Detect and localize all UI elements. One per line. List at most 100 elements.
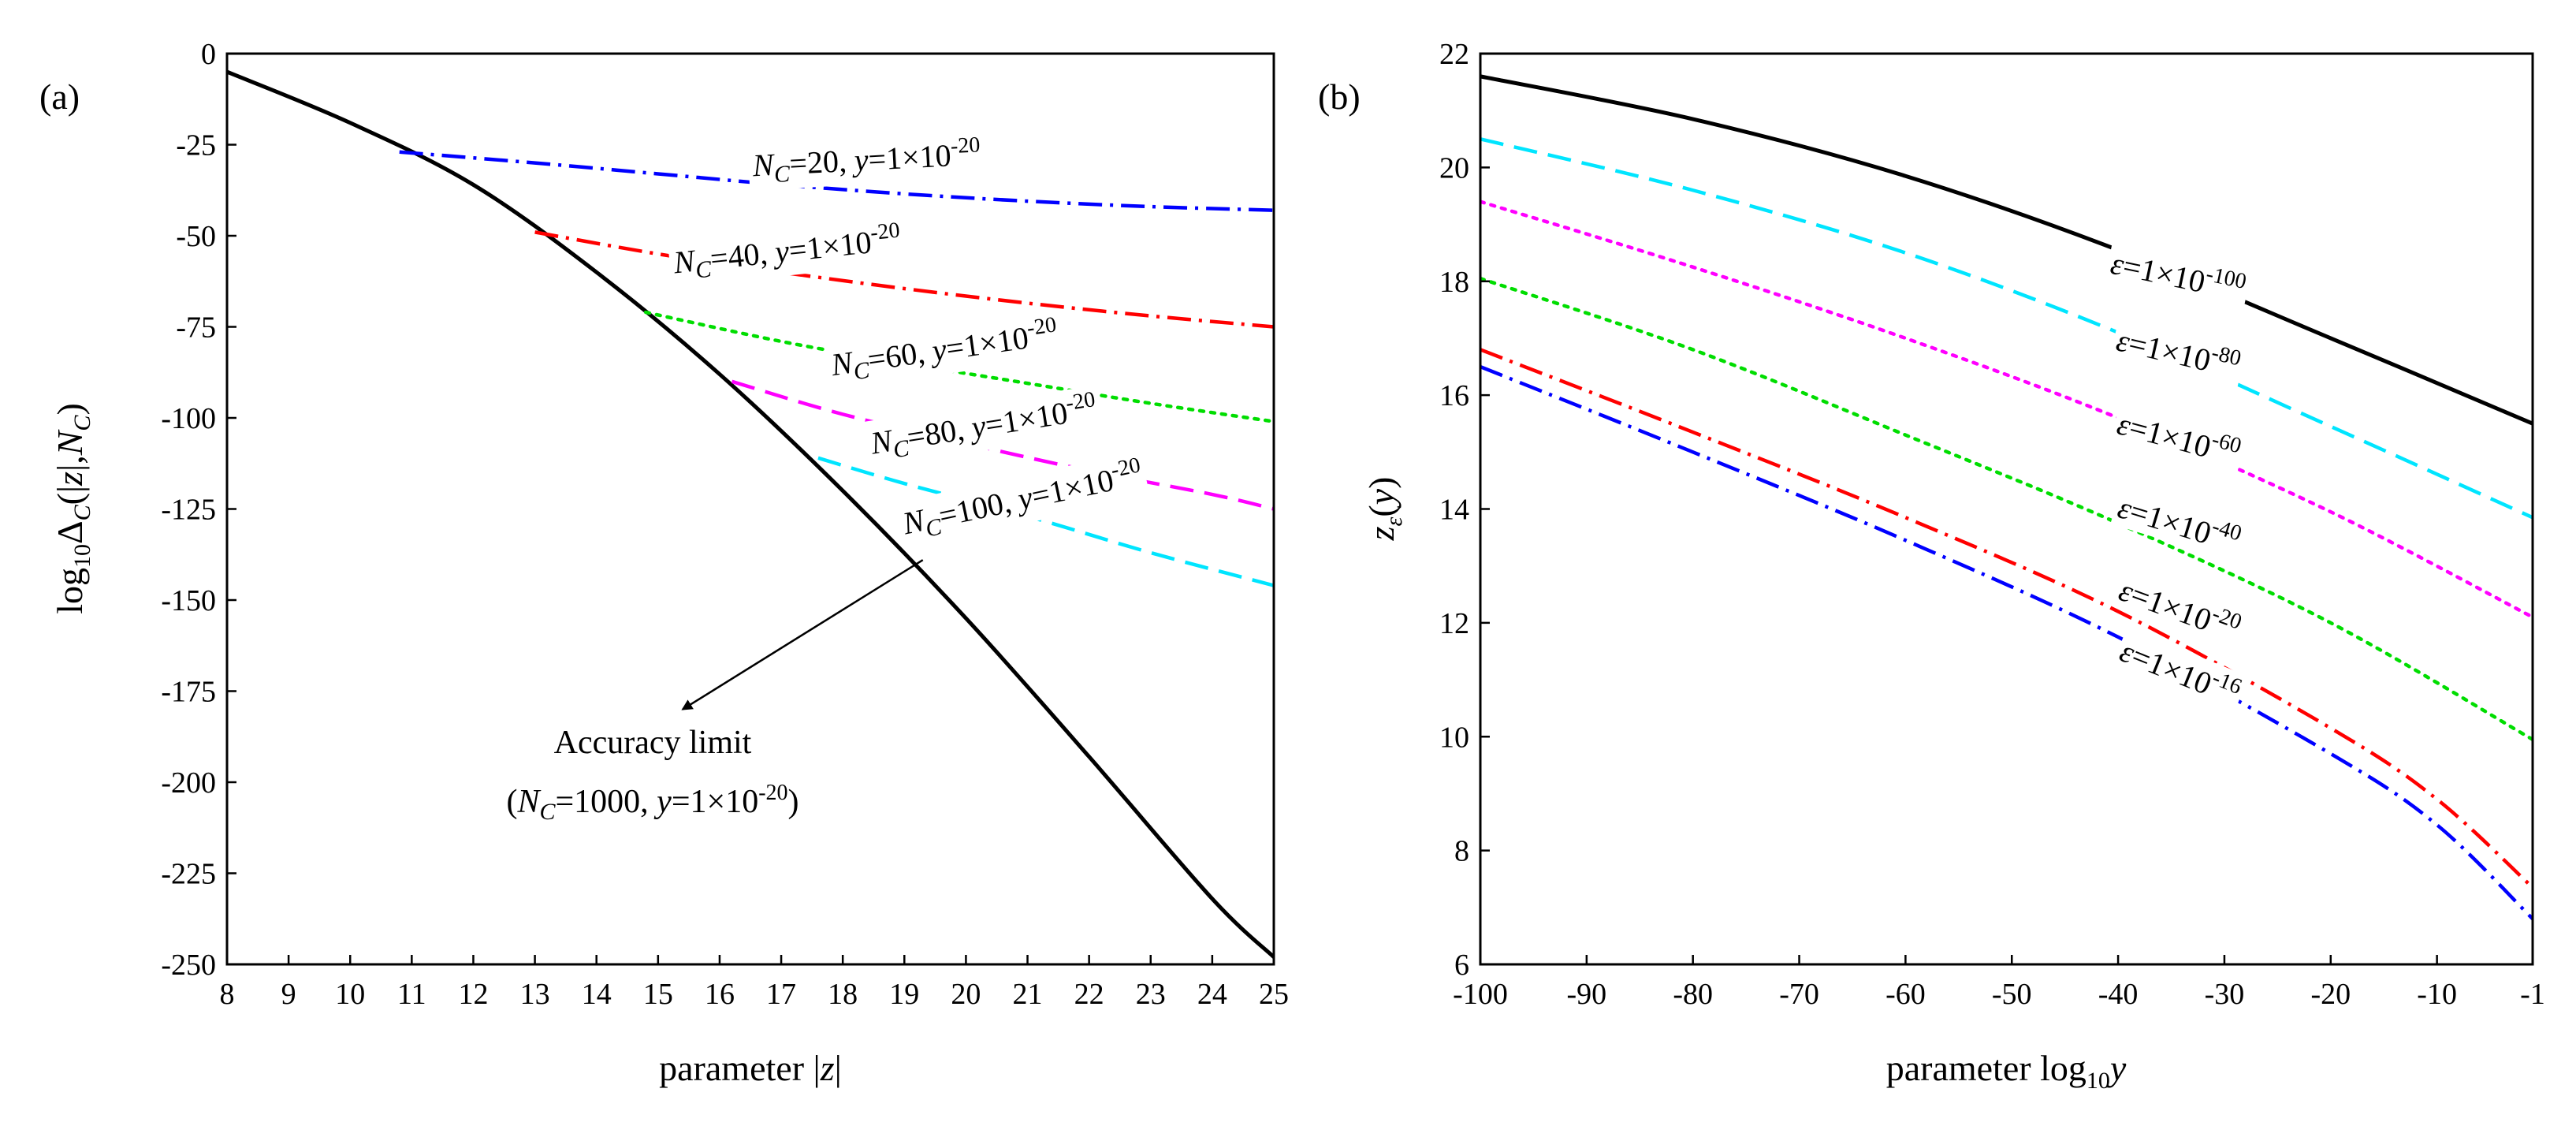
panel-b-y-tick-label: 18 [1439,266,1469,299]
panel-b-y-ticks: 6 8 10 12 14 16 18 20 22 [1439,38,1490,982]
panel-a-x-tick-label: 9 [281,978,296,1011]
panel-b-x-tick-label: -40 [2098,978,2139,1011]
panel-a-y-tick-label: -175 [161,676,216,709]
panel-b-x-axis-title: parameter log10y [1886,1048,2127,1094]
panel-a-y-tick-label: -250 [161,949,216,982]
panel-b-y-tick-label: 16 [1439,379,1469,412]
panel-a-y-tick-label: -150 [161,584,216,617]
series-line-accuracy-limit [227,69,1274,959]
curve-label-nc-100: NC=100, y=1×10-20 [895,450,1151,550]
panel-a-x-tick-label: 19 [889,978,919,1011]
panel-a-x-tick-label: 16 [705,978,735,1011]
series-line-1-10-16 [1480,364,2533,920]
panel-a-y-tick-label: -225 [161,858,216,891]
curve-label-nc-20: NC=20, y=1×10-20 [747,131,985,191]
panel-b-x-tick-label: -70 [1779,978,1819,1011]
curve-label-1-10-80: ε=1×10-80 [2109,316,2247,387]
panel-a-label: (a) [39,76,80,117]
panel-a-y-tick-label: 0 [201,38,216,71]
curve-label-background [2110,483,2248,562]
panel-a-x-axis-title: parameter |z| [659,1048,842,1088]
panel-b-x-tick-label: -20 [2310,978,2351,1011]
curve-label-nc-80: NC=80, y=1×10-20 [863,385,1104,469]
panel-b-x-tick-label: -60 [1885,978,1926,1011]
panel-b-label: (b) [1318,76,1361,117]
series-line-nc-40 [534,230,1274,329]
panel-a-x-tick-label: 21 [1013,978,1043,1011]
panel-b-x-tick-label: -30 [2205,978,2245,1011]
panel-a-x-tick-label: 25 [1259,978,1289,1011]
curve-label-text: NC=80, y=1×10-20 [867,387,1100,467]
curve-label-background [2104,240,2252,311]
series-line-1-10-20 [1480,348,2533,889]
panel-a-x-tick-label: 22 [1074,978,1104,1011]
panel-a-x-tick-label: 23 [1136,978,1166,1011]
series-line-nc-60 [643,310,1274,423]
curve-label-1-10-100: ε=1×10-100 [2104,240,2252,311]
series-line-nc-80 [731,379,1274,511]
panel-b-x-tick-label: -100 [1453,978,1508,1011]
panel-b-y-tick-label: 10 [1439,721,1469,754]
panel-b-x-tick-label: -1 [2520,978,2545,1011]
panel-a-x-tick-label: 14 [582,978,612,1011]
panel-a: NC=20, y=1×10-20 NC=40, y=1×10-20 NC=60, y… [39,38,1289,1088]
panel-b-y-tick-label: 8 [1454,835,1469,868]
panel-a-x-tick-label: 24 [1197,978,1227,1011]
series-line-1-10-80 [1480,137,2533,520]
panel-b-y-tick-label: 12 [1439,607,1469,640]
curve-label-1-10-60: ε=1×10-60 [2109,400,2248,475]
panel-b-plot-frame [1479,52,2534,966]
panel-b-y-tick-label: 22 [1439,38,1469,71]
accuracy-limit-arrow [681,559,924,710]
curve-label-background [863,385,1104,469]
panel-a-y-tick-label: -25 [176,129,216,162]
panel-a-curves [227,69,1274,959]
panel-b-y-axis-title: zε(y) [1361,477,1407,542]
panel-a-y-ticks: 0 -25 -50 -75 -100 -125 -150 -175 -200 -225 -250 [161,38,236,982]
curve-label-text: NC=40, y=1×10-20 [671,218,903,285]
panel-b-y-tick-label: 6 [1454,949,1469,982]
panel-a-x-tick-label: 17 [766,978,796,1011]
panel-a-x-tick-label: 15 [643,978,673,1011]
panel-a-curve-labels: NC=20, y=1×10-20 NC=40, y=1×10-20 NC=60, y… [667,131,1151,550]
curve-label-background [2111,627,2249,716]
curve-label-nc-40: NC=40, y=1×10-20 [667,216,906,288]
panel-b-y-tick-label: 20 [1439,151,1469,185]
curve-label-background [747,131,985,191]
panel-a-y-tick-label: -50 [176,220,216,253]
panel-a-x-ticks: 8 9 10 11 12 13 14 15 16 17 18 19 20 21 22 23 24 25 [220,955,1289,1011]
panel-a-x-tick-label: 12 [458,978,488,1011]
curve-label-background [2109,400,2248,475]
panel-a-y-tick-label: -200 [161,766,216,800]
panel-a-y-tick-label: -100 [161,402,216,435]
panel-a-x-tick-label: 10 [335,978,365,1011]
accuracy-limit-params: (NC=1000, y=1×10-20) [506,781,798,825]
series-line-1-10-40 [1480,276,2533,742]
panel-a-y-tick-label: -125 [161,494,216,527]
panel-b-x-tick-label: -80 [1673,978,1713,1011]
panel-a-x-tick-label: 11 [397,978,426,1011]
accuracy-limit-annotation: Accuracy limit (NC=1000, y=1×10-20) [506,559,924,825]
accuracy-limit-text: Accuracy limit [554,725,752,761]
panel-b-x-tick-label: -50 [1992,978,2032,1011]
curve-label-nc-60: NC=60, y=1×10-20 [824,310,1064,390]
panel-a-x-tick-label: 8 [220,978,235,1011]
panel-a-y-axis-title: log10ΔC(|z|,NC) [50,403,95,614]
curve-label-background [824,310,1064,390]
curve-label-background [2109,316,2247,387]
panel-b-curves [1480,74,2533,920]
panel-a-x-tick-label: 20 [951,978,981,1011]
panel-b-x-tick-label: -90 [1567,978,1607,1011]
curve-label-background [895,450,1151,550]
panel-a-x-tick-label: 13 [520,978,550,1011]
panel-b-x-ticks: -100 -90 -80 -70 -60 -50 -40 -30 -20 -10 -1 [1453,955,2545,1011]
panel-a-y-tick-label: -75 [176,311,216,345]
panel-a-x-tick-label: 18 [828,978,858,1011]
panel-b: ε=1×10-100ε=1×10-80ε=1×10-60ε=1×10-40ε=1… [1318,38,2545,1094]
panel-b-x-tick-label: -10 [2417,978,2457,1011]
curve-label-text: NC=20, y=1×10-20 [750,132,981,188]
series-line-nc-20 [399,150,1274,212]
series-line-1-10-60 [1480,199,2533,619]
series-line-1-10-100 [1480,74,2533,426]
